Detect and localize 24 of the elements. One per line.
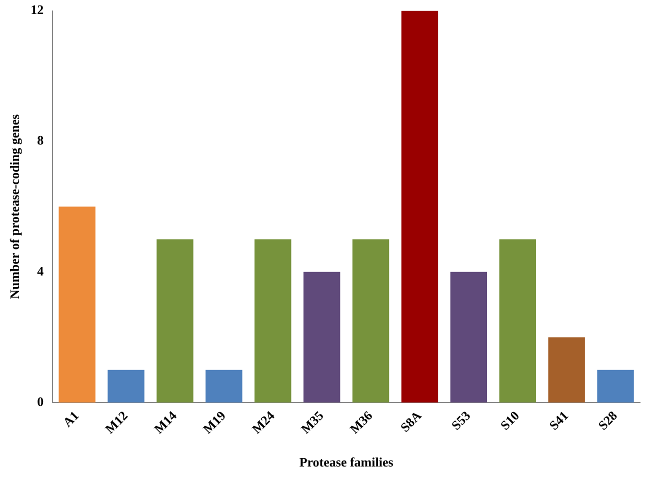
bar (206, 370, 242, 402)
bar (450, 272, 488, 402)
bar (499, 239, 536, 402)
bar (597, 370, 634, 402)
bar (58, 206, 96, 402)
y-tick-label: 12 (30, 2, 44, 18)
bar (401, 10, 438, 402)
x-tick-label: S10 (497, 408, 522, 433)
x-axis-title: Protease families (299, 454, 394, 470)
y-axis-title: Number of protease-coding genes (7, 114, 22, 300)
x-tick-label: S41 (546, 408, 572, 433)
y-tick-label: 4 (37, 263, 44, 278)
x-tick-label: S53 (448, 408, 474, 433)
bar (303, 272, 340, 402)
bar (254, 239, 292, 402)
x-tick-label: S8A (397, 407, 425, 435)
x-tick-label: S28 (595, 408, 620, 433)
x-tick-label: A1 (60, 408, 82, 430)
y-tick-label: 8 (37, 132, 44, 148)
bar (352, 239, 390, 402)
bar (548, 337, 585, 402)
y-tick-label: 0 (37, 394, 44, 409)
bar (156, 239, 194, 402)
bar (108, 370, 144, 402)
